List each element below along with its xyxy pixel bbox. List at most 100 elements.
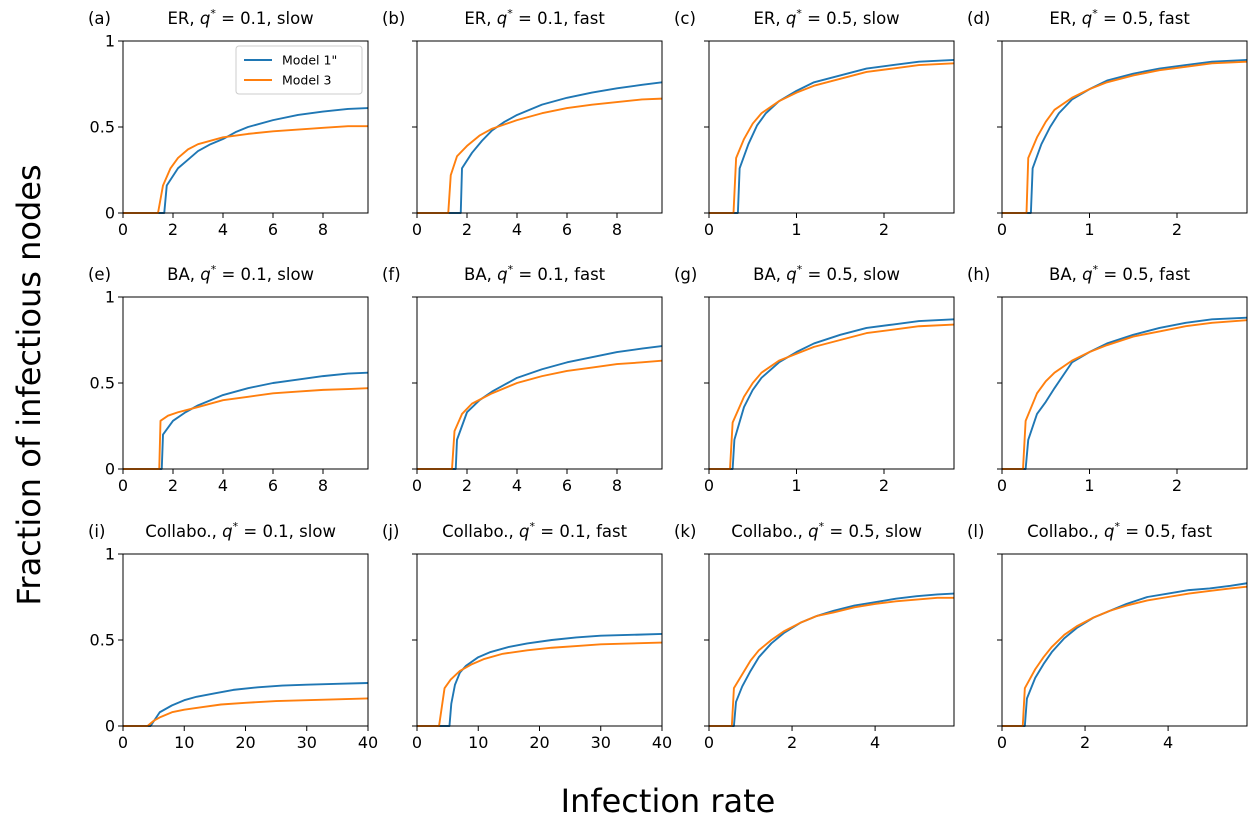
subplot: 0 2 4 (k) Collabo., q* = 0.5, slow: [674, 520, 955, 752]
title-speed: slow: [885, 522, 922, 541]
panel-tag: (d): [967, 9, 990, 28]
x-tick-label: 0: [118, 220, 128, 239]
legend-label-model3: Model 3: [282, 73, 331, 88]
x-tick-label: 0: [997, 733, 1007, 752]
title-q-value: = 0.1,: [216, 9, 277, 28]
x-tick-label: 20: [235, 733, 255, 752]
subplot: 0 1 2 (d) ER, q* = 0.5, fast: [967, 7, 1248, 239]
title-q-symbol: q: [222, 522, 232, 541]
title-q-star: *: [1115, 520, 1121, 533]
x-tick-label: 2: [1172, 476, 1182, 495]
x-tick-label: 0: [704, 476, 714, 495]
title-network: BA,: [167, 265, 200, 284]
title-q-symbol: q: [1082, 265, 1092, 284]
plot-frame: [708, 296, 955, 470]
y-tick-label: 0.5: [90, 374, 115, 393]
legend: Model 1" Model 3: [235, 45, 363, 95]
panel-title: ER, q* = 0.5, slow: [753, 7, 899, 28]
panel-title: ER, q* = 0.1, slow: [167, 7, 313, 28]
title-network: Collabo.,: [145, 522, 222, 541]
series-line-model3: [123, 697, 368, 727]
series-line-model3: [417, 97, 662, 214]
title-network: ER,: [464, 9, 496, 28]
x-tick-label: 40: [358, 733, 378, 752]
x-tick-label: 1: [791, 220, 801, 239]
subplot: 0 10 20 30 40 0 0.5 1(i) Collabo., q* = 0.1, slo…: [88, 520, 378, 752]
plot-frame: [1001, 40, 1248, 214]
title-speed: slow: [863, 265, 900, 284]
x-tick-label: 2: [1172, 220, 1182, 239]
title-speed: fast: [574, 9, 606, 28]
panel-tag: (a): [88, 9, 111, 28]
x-tick-label: 0: [412, 476, 422, 495]
panel-title: ER, q* = 0.5, fast: [1049, 7, 1190, 28]
title-q-star: *: [819, 520, 825, 533]
subplot: 0 2 4 6 8 0 0.5 1 (e) BA, q* = 0.1, slow: [88, 263, 369, 495]
x-tick-label: 20: [529, 733, 549, 752]
x-tick-label: 2: [1080, 733, 1090, 752]
y-tick-label: 0: [105, 717, 115, 736]
x-tick-label: 1: [1084, 220, 1094, 239]
subplot: 0 2 4 (l) Collabo., q* = 0.5, fast: [967, 520, 1248, 752]
title-speed: slow: [277, 265, 314, 284]
y-tick-label: 1: [105, 32, 115, 51]
y-tick-label: 0: [105, 460, 115, 479]
title-q-symbol: q: [497, 9, 507, 28]
title-q-star: *: [233, 520, 239, 533]
plot-frame: [708, 40, 955, 214]
title-q-value: = 0.5,: [1120, 522, 1181, 541]
x-tick-label: 0: [118, 733, 128, 752]
x-tick-label: 4: [512, 476, 522, 495]
panel-title: Collabo., q* = 0.1, fast: [442, 520, 627, 541]
title-q-symbol: q: [200, 265, 210, 284]
title-q-symbol: q: [786, 265, 796, 284]
title-network: Collabo.,: [442, 522, 519, 541]
panel-title: ER, q* = 0.1, fast: [464, 7, 605, 28]
title-q-value: = 0.1,: [513, 265, 574, 284]
x-tick-label: 0: [704, 733, 714, 752]
title-q-value: = 0.5,: [1098, 265, 1159, 284]
x-tick-label: 6: [562, 476, 572, 495]
title-q-star: *: [1092, 7, 1098, 20]
series-line-model3: [123, 125, 368, 214]
title-speed: fast: [1181, 522, 1213, 541]
title-q-value: = 0.5,: [1098, 9, 1159, 28]
panel-tag: (k): [674, 522, 696, 541]
x-tick-label: 4: [870, 733, 880, 752]
x-tick-label: 1: [1084, 476, 1094, 495]
panel-title: BA, q* = 0.1, slow: [167, 263, 314, 284]
title-q-star: *: [210, 7, 216, 20]
subplot: 0 10 20 30 40 (j) Collabo., q* = 0.1, fast: [382, 520, 672, 752]
series-line-model1: [123, 682, 368, 727]
panel-tag: (e): [88, 265, 111, 284]
panel-title: Collabo., q* = 0.1, slow: [145, 520, 336, 541]
plot-frame: [416, 40, 663, 214]
title-q-star: *: [508, 263, 514, 276]
x-tick-label: 2: [879, 476, 889, 495]
x-tick-label: 10: [174, 733, 194, 752]
x-tick-label: 2: [168, 220, 178, 239]
title-network: BA,: [753, 265, 786, 284]
title-q-star: *: [797, 263, 803, 276]
series-line-model3: [709, 596, 954, 727]
legend-frame: [235, 45, 363, 95]
title-q-symbol: q: [519, 522, 529, 541]
x-tick-label: 8: [318, 476, 328, 495]
x-tick-label: 4: [218, 476, 228, 495]
x-tick-label: 8: [612, 476, 622, 495]
x-tick-label: 2: [879, 220, 889, 239]
x-tick-label: 2: [462, 476, 472, 495]
x-tick-label: 0: [412, 733, 422, 752]
panel-tag: (g): [674, 265, 697, 284]
x-tick-label: 0: [704, 220, 714, 239]
series-line-model1: [1002, 582, 1247, 727]
panel-tag: (c): [674, 9, 696, 28]
legend-label-model1: Model 1": [282, 53, 337, 68]
panel-title: BA, q* = 0.5, fast: [1049, 263, 1191, 284]
plot-frame: [416, 553, 663, 727]
x-tick-label: 0: [997, 220, 1007, 239]
series-line-model3: [123, 387, 368, 470]
title-network: Collabo.,: [731, 522, 808, 541]
